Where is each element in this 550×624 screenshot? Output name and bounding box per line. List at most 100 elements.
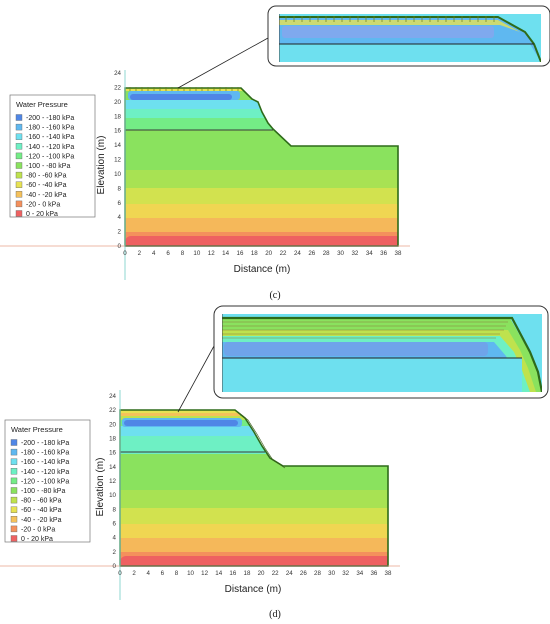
y-tick-label-d: 12	[109, 478, 116, 485]
x-tick-label-c: 28	[323, 250, 330, 257]
legend-label-d: -80 - -60 kPa	[21, 498, 62, 505]
legend-swatch-c	[15, 133, 23, 140]
y-tick-label-c: 24	[114, 70, 121, 77]
legend-label-c: -80 - -60 kPa	[26, 173, 67, 180]
x-tick-label-d: 4	[146, 570, 150, 577]
zoom-callout-c	[177, 5, 550, 89]
x-tick-label-d: 6	[161, 570, 165, 577]
y-tick-label-c: 18	[114, 113, 121, 120]
legend-swatch-d	[10, 525, 18, 533]
x-tick-label-c: 18	[251, 250, 258, 257]
x-tick-label-d: 32	[342, 570, 349, 577]
caption-c: (c)	[269, 290, 280, 301]
callout-detail-d	[222, 314, 542, 392]
x-tick-label-c: 4	[152, 250, 156, 257]
slope-outline-d	[119, 409, 389, 567]
y-tick-label-d: 2	[113, 549, 117, 556]
x-tick-label-d: 12	[201, 570, 208, 577]
x-tick-label-d: 14	[215, 570, 222, 577]
legend-label-d: 0 - 20 kPa	[21, 536, 53, 543]
legend-label-d: -180 - -160 kPa	[21, 450, 69, 457]
legend-swatch-d	[10, 458, 18, 465]
legend-label-c: -60 - -40 kPa	[26, 182, 67, 189]
legend-title-d: Water Pressure	[11, 425, 63, 434]
x-tick-label-c: 38	[395, 250, 402, 257]
y-tick-label-d: 6	[113, 521, 117, 528]
x-tick-label-d: 20	[258, 570, 265, 577]
x-tick-label-c: 22	[280, 250, 287, 257]
legend-swatch-d	[10, 506, 18, 513]
legend-d: Water Pressure -200 - -180 kPa -180 - -16…	[4, 419, 91, 543]
y-tick-label-d: 18	[109, 436, 116, 443]
y-tick-label-d: 24	[109, 393, 116, 400]
legend-swatch-d	[10, 516, 18, 523]
x-tick-labels-d: 0 2 4 6 8 10 12 14 16 18 20 22 24 26 28 30 32 34 36 38	[118, 570, 392, 577]
legend-label-c: -120 - -100 kPa	[26, 153, 74, 160]
y-tick-label-d: 0	[113, 563, 117, 570]
legend-label-d: -60 - -40 kPa	[21, 507, 62, 514]
y-tick-label-d: 8	[113, 506, 117, 513]
legend-swatch-c	[15, 162, 23, 169]
x-tick-label-d: 10	[187, 570, 194, 577]
y-tick-label-d: 4	[113, 535, 117, 542]
x-tick-label-d: 30	[328, 570, 335, 577]
x-tick-label-d: 8	[175, 570, 179, 577]
legend-swatch-d	[10, 448, 18, 456]
x-tick-label-c: 6	[166, 250, 170, 257]
x-tick-label-d: 16	[229, 570, 236, 577]
x-tick-label-d: 18	[244, 570, 251, 577]
legend-swatch-c	[15, 114, 23, 121]
legend-label-c: -40 - -20 kPa	[26, 192, 67, 199]
legend-label-c: -180 - -160 kPa	[26, 125, 74, 132]
legend-box-d	[4, 419, 91, 543]
y-tick-label-c: 20	[114, 99, 121, 106]
legend-swatch-d	[10, 439, 18, 446]
y-tick-label-c: 2	[118, 229, 122, 236]
zoom-callout-d	[177, 305, 549, 413]
x-tick-label-d: 24	[286, 570, 293, 577]
legend-swatch-c	[15, 143, 23, 150]
y-tick-label-c: 6	[118, 200, 122, 207]
x-tick-label-d: 34	[356, 570, 363, 577]
callout-detail-c	[279, 14, 541, 62]
x-tick-label-c: 20	[265, 250, 272, 257]
y-tick-label-d: 14	[109, 464, 116, 471]
x-tick-label-d: 0	[118, 570, 122, 577]
legend-label-d: -140 - -120 kPa	[21, 469, 69, 476]
legend-swatch-d	[10, 477, 18, 485]
legend-label-c: -140 - -120 kPa	[26, 144, 74, 151]
x-tick-label-c: 10	[193, 250, 200, 257]
legend-swatch-d	[10, 496, 18, 504]
legend-label-d: -200 - -180 kPa	[21, 440, 69, 447]
x-tick-label-c: 34	[366, 250, 373, 257]
legend-swatch-c	[15, 200, 23, 208]
legend-swatch-c	[15, 181, 23, 188]
x-tick-label-c: 16	[237, 250, 244, 257]
y-tick-label-c: 8	[118, 185, 122, 192]
y-tick-label-d: 10	[109, 492, 116, 499]
x-tick-label-d: 38	[385, 570, 392, 577]
legend-swatch-d	[10, 468, 18, 475]
x-tick-label-c: 14	[222, 250, 229, 257]
legend-label-c: -200 - -180 kPa	[26, 115, 74, 122]
x-tick-label-c: 12	[208, 250, 215, 257]
legend-swatch-c	[15, 152, 23, 160]
y-tick-label-c: 12	[114, 157, 121, 164]
x-tick-label-d: 22	[272, 570, 279, 577]
callout-leader-c	[177, 37, 269, 89]
x-tick-labels-c: 0 2 4 6 8 10 12 14 16 18 20 22 24 26 28 30 32 34 36 38	[123, 250, 402, 257]
pressure-field-d	[120, 410, 388, 566]
callout-leader-d	[177, 345, 215, 413]
x-tick-label-d: 36	[370, 570, 377, 577]
legend-swatch-c	[15, 123, 23, 131]
x-tick-label-d: 26	[300, 570, 307, 577]
y-tick-label-c: 0	[118, 243, 122, 250]
legend-box-c	[9, 94, 96, 218]
x-tick-label-c: 26	[308, 250, 315, 257]
y-tick-label-c: 16	[114, 128, 121, 135]
y-tick-label-c: 22	[114, 84, 121, 91]
legend-swatch-c	[15, 191, 23, 198]
x-axis-title-c: Distance (m)	[234, 264, 291, 275]
